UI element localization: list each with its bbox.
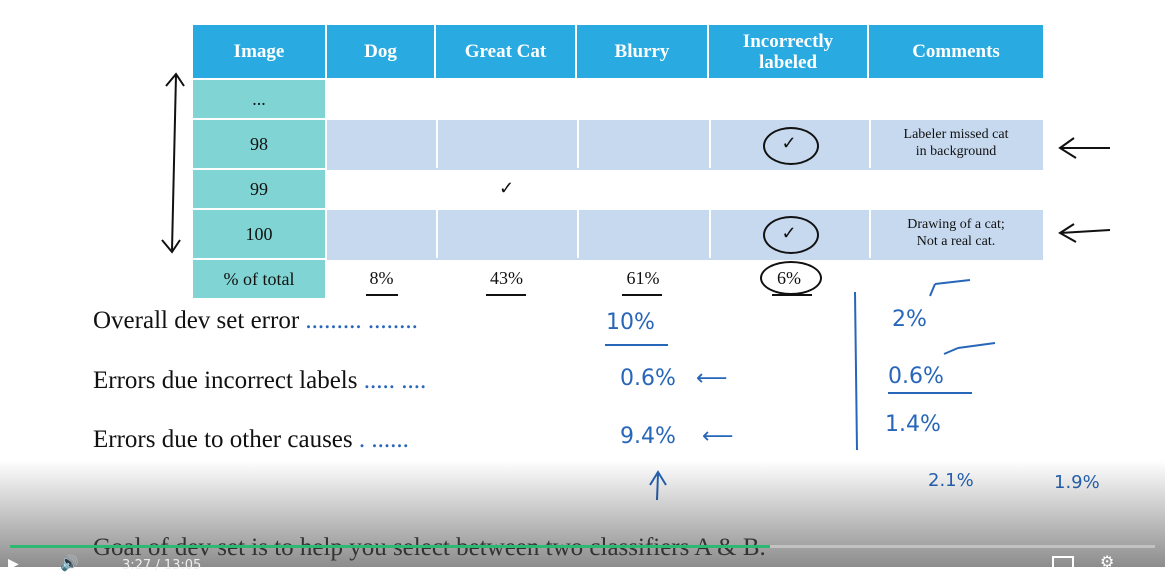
text-line: Errors due to other causes . ...... — [93, 426, 409, 453]
captions-button[interactable] — [1052, 556, 1074, 570]
handwriting: 10% — [606, 310, 655, 335]
row-band — [327, 118, 1043, 170]
volume-button[interactable]: 🔊 — [60, 554, 79, 572]
row-band — [327, 208, 1043, 260]
check: ✓ — [781, 222, 797, 243]
image-cell: 100 — [193, 208, 327, 258]
total: 61% — [626, 267, 660, 288]
header-cell: Blurry — [577, 25, 709, 78]
label: Errors due incorrect labels — [93, 367, 358, 394]
image-cell: 99 — [193, 168, 327, 208]
handwriting: 2.1% — [928, 470, 974, 491]
play-button[interactable]: ▶ — [8, 556, 19, 572]
handwriting: 1.4% — [885, 412, 941, 437]
header-cell: Image — [193, 25, 327, 78]
header-cell: Incorrectly labeled — [709, 25, 869, 78]
comment: Drawing of a cat; Not a real cat. — [869, 208, 1043, 258]
time: 3:27 / 13:05 — [122, 558, 202, 573]
circle — [763, 127, 819, 165]
check: ✓ — [498, 177, 515, 198]
comment-line: in background — [915, 144, 997, 159]
image-cell: ... — [193, 78, 327, 118]
header-cell: Dog — [327, 25, 436, 78]
comment-line: Not a real cat. — [916, 234, 996, 249]
handwriting: 1.9% — [1054, 472, 1100, 493]
comment-line: Drawing of a cat; — [907, 217, 1005, 232]
handwriting: 9.4% — [620, 424, 676, 449]
label: Errors due to other causes — [93, 426, 353, 453]
label: Overall dev set error — [93, 307, 300, 334]
text-line: Errors due incorrect labels ..... .... — [93, 367, 427, 394]
arrow: ⟵ — [702, 424, 734, 449]
handwriting: 0.6% — [888, 364, 944, 389]
total: 6% — [777, 267, 801, 288]
comment: Labeler missed cat in background — [869, 118, 1043, 168]
handwriting: 2% — [892, 307, 927, 332]
comment-line: Labeler missed cat — [903, 127, 1009, 142]
total: 43% — [490, 267, 523, 288]
handwriting: 0.6% — [620, 366, 676, 391]
header-cell: Comments — [869, 25, 1043, 78]
player-overlay — [0, 460, 1165, 567]
totals-label: % of total — [193, 258, 327, 298]
arrow: ⟵ — [696, 366, 728, 391]
check: ✓ — [781, 132, 797, 153]
circle — [763, 216, 819, 254]
progress-fill — [10, 545, 770, 548]
text-line: Overall dev set error ......... ........ — [93, 307, 418, 334]
settings-button[interactable]: ⚙ — [1100, 552, 1115, 571]
header-cell: Great Cat — [436, 25, 577, 78]
image-cell: 98 — [193, 118, 327, 168]
total: 8% — [369, 267, 394, 288]
